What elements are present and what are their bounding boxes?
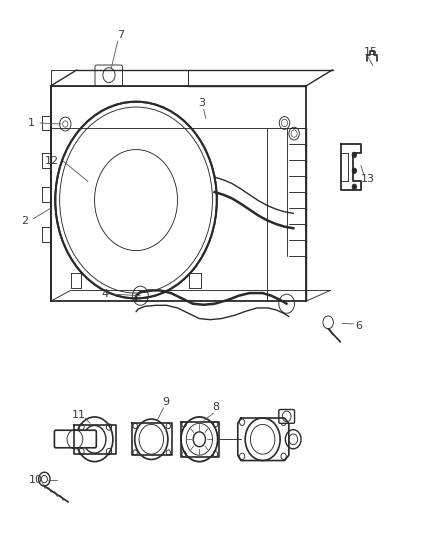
Bar [51,70,188,86]
Text: 1: 1 [28,118,35,128]
FancyBboxPatch shape [54,430,96,448]
Text: 7: 7 [117,30,124,41]
Text: 15: 15 [364,47,378,56]
Text: 10: 10 [28,475,42,485]
Text: 6: 6 [355,321,362,331]
FancyBboxPatch shape [279,409,294,423]
Text: 9: 9 [162,397,170,407]
Text: 2: 2 [21,216,28,227]
Text: 8: 8 [212,402,219,413]
Circle shape [352,184,357,189]
Text: 13: 13 [361,174,375,184]
Circle shape [352,152,357,158]
FancyBboxPatch shape [95,65,123,86]
Text: 3: 3 [198,98,205,108]
Text: 11: 11 [71,410,85,421]
Text: 12: 12 [45,156,59,166]
Text: 4: 4 [102,289,109,299]
Circle shape [352,168,357,173]
